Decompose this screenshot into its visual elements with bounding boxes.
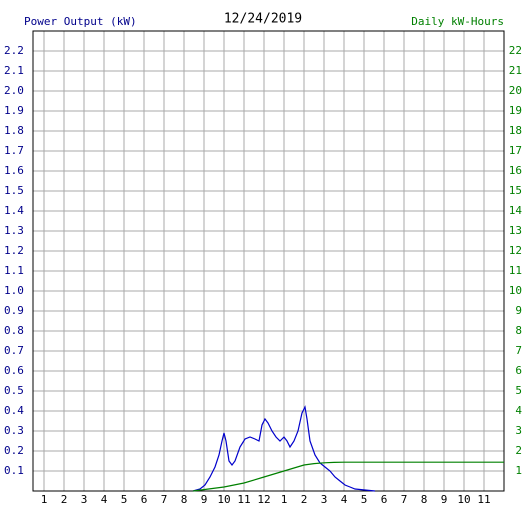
y-tick-label: 1.9: [4, 104, 24, 117]
y-tick-label: 1.8: [4, 124, 24, 137]
y-tick-label: 2.2: [4, 44, 24, 57]
y2-tick-label: 8: [515, 324, 522, 337]
y-tick-label: 1.7: [4, 144, 24, 157]
y-tick-label: 1.4: [4, 204, 24, 217]
y2-tick-label: 20: [509, 84, 522, 97]
y2-tick-label: 21: [509, 64, 522, 77]
y2-tick-label: 17: [509, 144, 522, 157]
x-tick-label: 10: [457, 493, 470, 506]
x-tick-label: 7: [161, 493, 168, 506]
y-tick-label: 2.0: [4, 84, 24, 97]
y2-tick-label: 13: [509, 224, 522, 237]
y2-tick-label: 1: [515, 464, 522, 477]
y2-tick-label: 10: [509, 284, 522, 297]
x-tick-label: 9: [201, 493, 208, 506]
y2-tick-label: 3: [515, 424, 522, 437]
x-tick-label: 8: [421, 493, 428, 506]
y-tick-label: 1.6: [4, 164, 24, 177]
y-tick-label: 0.2: [4, 444, 24, 457]
x-tick-label: 5: [361, 493, 368, 506]
y-tick-label: 1.1: [4, 264, 24, 277]
x-tick-label: 12: [257, 493, 270, 506]
x-tick-label: 3: [81, 493, 88, 506]
y2-tick-label: 2: [515, 444, 522, 457]
x-tick-label: 1: [281, 493, 288, 506]
y-tick-label: 1.3: [4, 224, 24, 237]
data-line: [192, 461, 504, 492]
y2-tick-label: 14: [509, 204, 523, 217]
y-tick-label: 0.9: [4, 304, 24, 317]
y-tick-label: 0.1: [4, 464, 24, 477]
plot-border: [32, 30, 505, 492]
x-tick-label: 3: [321, 493, 328, 506]
y2-tick-label: 16: [509, 164, 522, 177]
x-tick-label: 11: [477, 493, 490, 506]
y2-tick-label: 9: [515, 304, 522, 317]
x-tick-label: 4: [101, 493, 108, 506]
y2-axis-label: Daily kW-Hours: [411, 15, 504, 28]
y2-tick-label: 19: [509, 104, 522, 117]
y-tick-label: 1.5: [4, 184, 24, 197]
y2-tick-label: 18: [509, 124, 522, 137]
y2-tick-label: 7: [515, 344, 522, 357]
y-tick-label: 0.7: [4, 344, 24, 357]
x-tick-label: 7: [401, 493, 408, 506]
y2-tick-label: 11: [509, 264, 522, 277]
x-tick-label: 4: [341, 493, 348, 506]
y-tick-label: 1.2: [4, 244, 24, 257]
y2-tick-label: 12: [509, 244, 522, 257]
x-tick-label: 2: [61, 493, 68, 506]
x-tick-label: 11: [237, 493, 250, 506]
data-line: [192, 405, 376, 492]
y-tick-label: 0.8: [4, 324, 24, 337]
y2-tick-label: 5: [515, 384, 522, 397]
y2-tick-label: 4: [515, 404, 522, 417]
y-tick-label: 2.1: [4, 64, 24, 77]
x-tick-label: 6: [381, 493, 388, 506]
x-tick-label: 9: [441, 493, 448, 506]
y2-tick-label: 22: [509, 44, 522, 57]
y-tick-label: 0.4: [4, 404, 24, 417]
x-tick-label: 10: [217, 493, 230, 506]
x-tick-label: 5: [121, 493, 128, 506]
y2-tick-label: 6: [515, 364, 522, 377]
x-tick-label: 6: [141, 493, 148, 506]
y-tick-label: 0.5: [4, 384, 24, 397]
y2-tick-label: 15: [509, 184, 522, 197]
chart-title: 12/24/2019: [224, 12, 302, 27]
x-tick-label: 1: [41, 493, 48, 506]
x-tick-label: 8: [181, 493, 188, 506]
y-axis-label: Power Output (kW): [24, 15, 137, 28]
y-tick-label: 0.6: [4, 364, 24, 377]
y-tick-label: 1.0: [4, 284, 24, 297]
x-tick-label: 2: [301, 493, 308, 506]
y-tick-label: 0.3: [4, 424, 24, 437]
